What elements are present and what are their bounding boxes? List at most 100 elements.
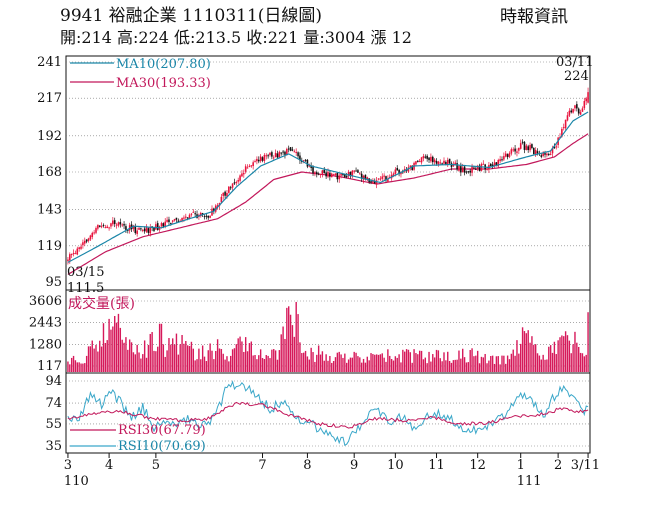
price-y-tick: 168 [37,165,62,180]
volume-bar [314,361,316,372]
candle-body [95,228,97,233]
price-y-tick: 217 [37,91,62,106]
volume-bar [387,349,389,372]
candle-body [415,161,417,165]
volume-bar [491,355,494,372]
volume-bar [188,346,191,372]
volume-bar [542,354,544,372]
volume-bar [448,360,451,372]
candle-body [476,165,479,169]
volume-bar [404,351,406,372]
candle-body [98,225,101,227]
x-tick-label: 12 [469,458,486,473]
volume-bar [501,355,503,372]
volume-bar [587,312,589,372]
volume-bar [437,350,440,372]
candle-body [387,178,389,182]
volume-bar [445,360,447,372]
volume-bar [424,357,426,372]
candle-body [106,226,109,229]
volume-bar [224,359,226,372]
candle-body [349,171,352,177]
candle-body [181,217,183,221]
volume-bar [286,307,288,372]
volume-bar [317,345,320,372]
candle-body [121,224,123,226]
candle-body [478,165,481,171]
volume-bar [201,345,204,372]
candle-body [518,147,520,151]
volume-bar [520,343,522,372]
candle-body [448,158,451,164]
candle-body [433,159,436,163]
volume-bar [149,333,151,372]
high-value-label: 224 [564,69,589,84]
candle-body [141,229,144,231]
x-tick-label: 8 [303,458,311,473]
volume-bar [263,359,266,372]
candle-body [364,174,367,180]
candle-body [375,180,378,185]
candle-body [282,151,284,153]
candle-body [317,173,320,175]
volume-bar [166,350,168,372]
volume-bar [228,361,230,372]
candle-body [70,254,73,256]
candle-body [534,150,537,156]
volume-bar [312,352,314,372]
candle-body [188,214,191,219]
candle-body [504,153,507,157]
candle-body [503,156,505,160]
volume-bar [413,349,415,372]
volume-bar [476,350,479,372]
volume-bar [512,349,514,372]
chart-title: 9941 裕融企業 1110311(日線圖) [60,6,323,26]
volume-bar [329,355,331,372]
candle-body [373,181,376,184]
candle-body [207,215,210,218]
candle-body [173,218,176,221]
volume-bar [299,342,301,372]
volume-bar [570,353,572,372]
candle-body [430,156,432,162]
volume-bar [241,341,243,372]
volume-bar [521,327,524,372]
candle-body [315,172,318,175]
volume-bar [518,353,520,372]
candle-body [514,148,516,152]
volume-bar [443,352,445,372]
volume-bar [213,359,215,372]
volume-bar [297,314,299,372]
rsi-y-tick: 74 [45,396,62,411]
volume-bar [147,344,150,372]
volume-bar [100,346,103,372]
candle-body [549,153,552,155]
candle-body [312,166,314,174]
candle-body [104,227,107,229]
volume-bar [462,348,464,372]
candle-body [265,155,268,157]
volume-bar [172,338,174,372]
volume-bar [218,348,221,372]
volume-bar [205,361,208,372]
volume-bar [284,338,286,372]
high-date-label: 03/11 [556,55,593,70]
candle-body [228,186,230,193]
volume-bar [258,355,260,372]
volume-bar [319,354,322,372]
candle-body [113,220,116,224]
candle-body [171,220,174,222]
volume-bar [396,357,398,372]
volume-bar [506,355,509,372]
volume-bar [117,313,120,372]
volume-bar [559,337,561,372]
candle-body [267,155,269,157]
volume-bar [244,337,247,372]
volume-bar [325,354,327,372]
volume-bar [418,350,421,372]
candle-body [297,152,299,157]
candle-body [499,159,501,162]
volume-bar [579,352,582,372]
candle-body [162,223,165,227]
